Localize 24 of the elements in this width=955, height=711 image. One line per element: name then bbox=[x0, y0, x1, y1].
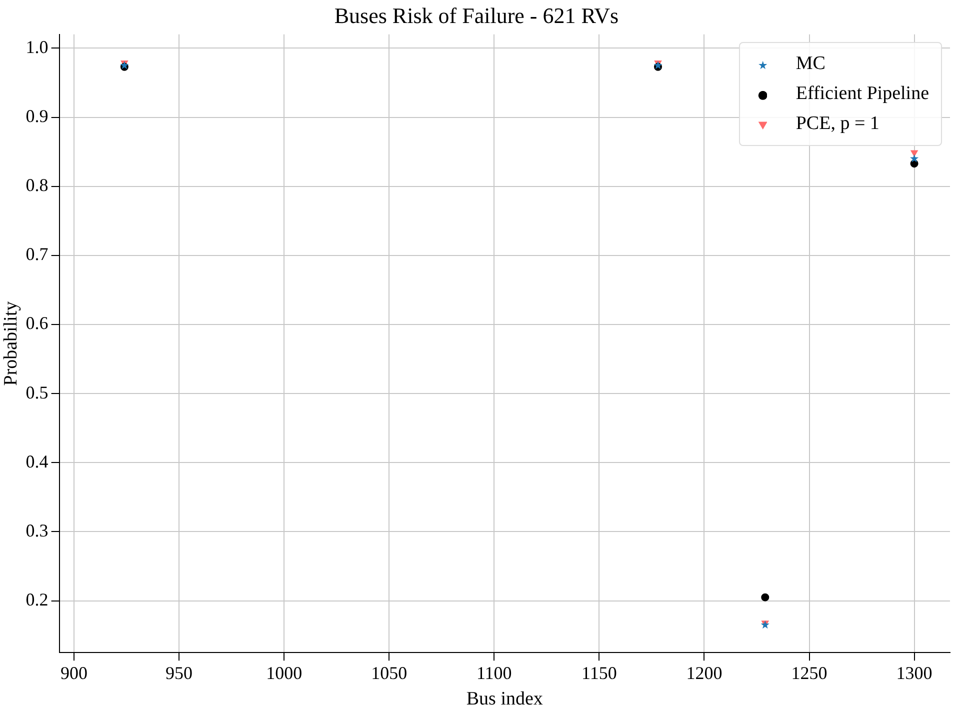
x-tick-label: 1200 bbox=[686, 663, 722, 684]
y-tick-label: 0.8 bbox=[26, 175, 48, 196]
y-tick-label: 0.4 bbox=[26, 451, 48, 472]
y-tick-label: 0.6 bbox=[26, 313, 48, 334]
y-tick-label: 0.9 bbox=[26, 106, 48, 126]
x-tick-label: 1250 bbox=[791, 663, 828, 684]
x-tick-label: 1300 bbox=[896, 663, 932, 684]
chart-title: Buses Risk of Failure - 621 RVs bbox=[334, 2, 619, 28]
y-axis-title: Probability bbox=[0, 300, 22, 386]
x-axis-title: Bus index bbox=[466, 688, 544, 710]
legend-label: MC bbox=[796, 53, 826, 76]
y-tick-label: 0.3 bbox=[26, 520, 48, 540]
x-tick-label: 1050 bbox=[371, 663, 408, 684]
legend-label: Efficient Pipeline bbox=[796, 83, 929, 106]
y-tick-label: 1.0 bbox=[26, 36, 48, 57]
y-tick-label: 0.5 bbox=[26, 382, 48, 402]
x-tick-label: 900 bbox=[60, 663, 88, 684]
y-tick-label: 0.7 bbox=[26, 244, 48, 264]
x-tick-label: 950 bbox=[166, 663, 193, 684]
legend-label: PCE, p = 1 bbox=[796, 113, 880, 136]
x-tick-label: 1100 bbox=[476, 663, 512, 684]
y-tick-label: 0.2 bbox=[26, 590, 48, 610]
x-tick-label: 1150 bbox=[582, 663, 617, 684]
x-tick-label: 1000 bbox=[266, 663, 302, 684]
